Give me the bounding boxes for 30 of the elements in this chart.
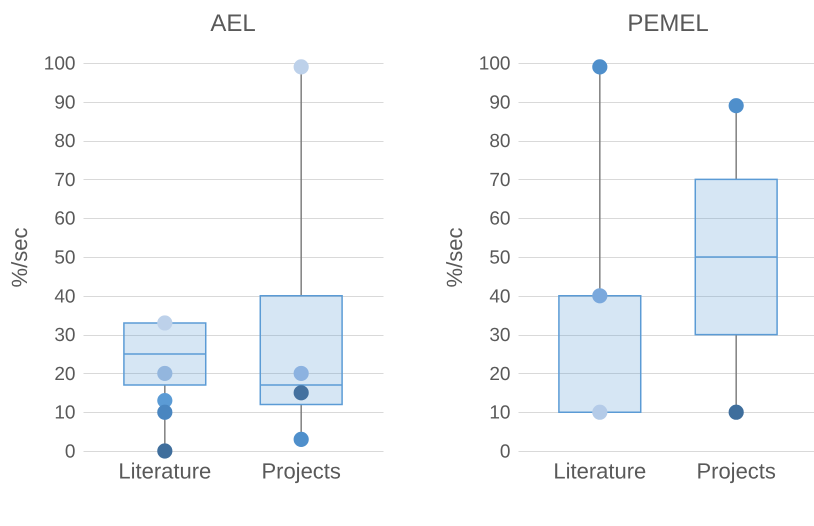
y-tick-label: 0 [64, 442, 76, 462]
y-tick-label: 60 [489, 208, 510, 230]
y-tick-label: 40 [54, 286, 76, 308]
y-tick-label: 20 [489, 364, 510, 385]
y-tick-label: 20 [54, 364, 76, 385]
y-tick-label: 50 [489, 248, 510, 268]
y-tick-label: 40 [489, 286, 510, 308]
x-tick-label: Literature [553, 458, 646, 484]
y-tick-label: 70 [489, 170, 510, 191]
y-tick-label: 30 [54, 325, 76, 346]
y-tick-label: 80 [489, 131, 510, 152]
y-tick-label: 90 [489, 92, 510, 114]
chart-title: PEMEL [627, 10, 709, 37]
x-tick-label: Projects [261, 458, 341, 484]
y-tick-label: 90 [54, 92, 76, 114]
y-axis-title: %/sec [6, 228, 32, 288]
y-tick-label: 80 [54, 131, 76, 152]
y-tick-label: 100 [44, 54, 76, 74]
y-axis-title: %/sec [442, 228, 467, 288]
x-tick-label: Projects [696, 458, 776, 484]
y-tick-label: 0 [500, 442, 510, 462]
y-tick-label: 50 [54, 248, 76, 268]
y-tick-label: 100 [478, 54, 510, 74]
y-tick-label: 10 [54, 402, 76, 424]
y-tick-label: 10 [489, 402, 510, 424]
chart-title: AEL [210, 10, 256, 37]
y-tick-label: 30 [489, 325, 510, 346]
x-tick-label: Literature [118, 458, 212, 484]
y-tick-label: 70 [54, 170, 76, 191]
y-tick-label: 60 [54, 208, 76, 230]
